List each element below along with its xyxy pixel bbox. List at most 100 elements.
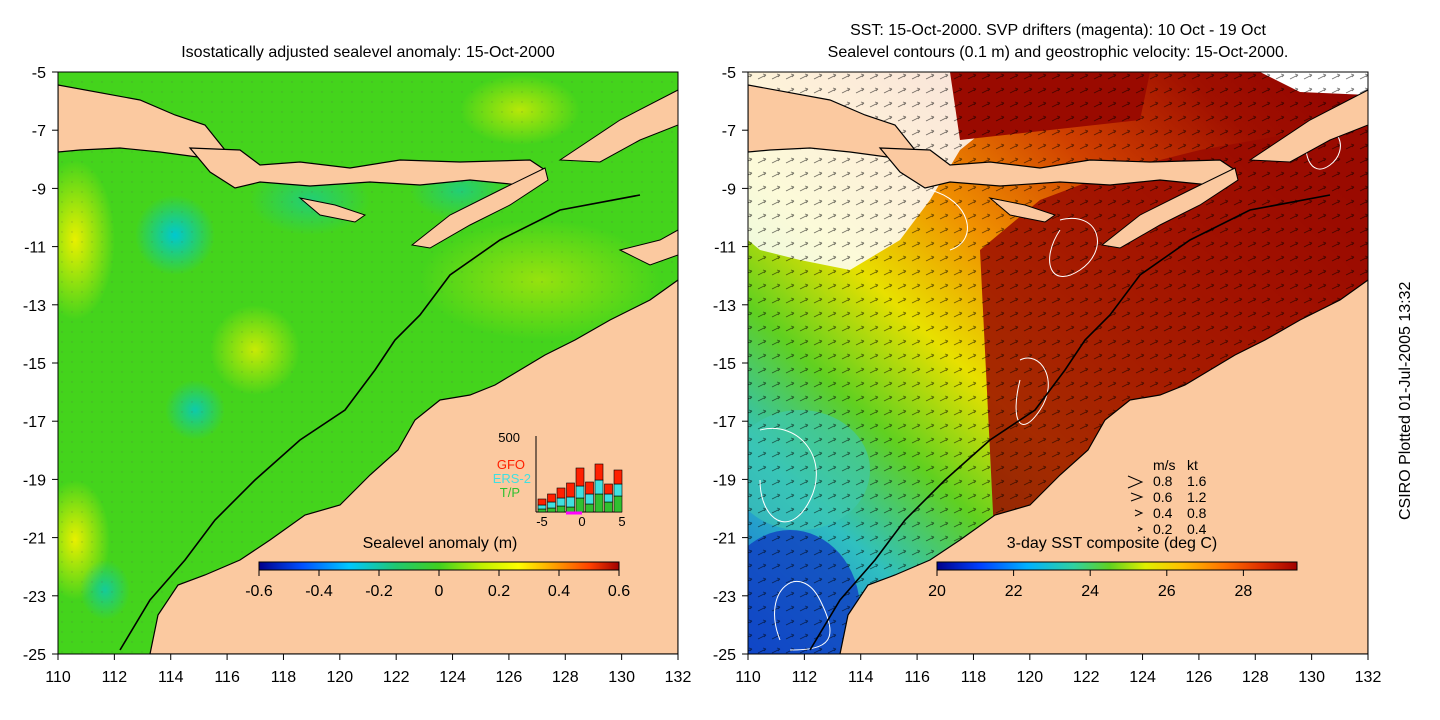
inset-bar-segment [547,493,556,503]
lon-label: 116 [214,669,240,686]
inset-bar-segment [556,487,566,499]
lat-label: -9 [722,181,736,198]
sealevel-contour [759,428,817,523]
lon-label: 128 [552,669,579,686]
legend-row-kt: 1.6 [1187,473,1207,489]
eastern-islands [1248,89,1368,163]
colorbar-tick-label: -0.2 [365,583,393,600]
sealevel-contour [774,581,831,651]
lon-label: 118 [961,669,987,686]
inset-bar-segment [556,505,566,513]
lat-label: -23 [713,589,736,606]
lat-label: -13 [713,298,736,315]
plot-credit: CSIRO Plotted 01-Jul-2005 13:32 [1397,282,1414,520]
lon-label: 118 [271,669,297,686]
inset-bar-segment [604,501,613,513]
legend-row-kt: 0.4 [1187,521,1207,537]
sealevel-contour [1049,217,1098,277]
left-colorbar-ticks: -0.6 -0.4 -0.2 0 0.2 0.4 0.6 [245,570,630,600]
lon-label: 110 [735,669,761,686]
legend-header-kt: kt [1187,457,1198,473]
lat-label: -19 [713,472,736,489]
lat-label: -7 [32,123,46,140]
lat-label: -15 [23,356,46,373]
lat-label: -23 [23,589,46,606]
sumba-island [298,197,367,223]
colorbar-tick-label: 0 [435,583,444,600]
legend-row-ms: 0.2 [1153,521,1173,537]
inset-bar-segment [547,507,556,513]
lat-label: -25 [23,647,46,664]
lon-label: 126 [496,669,523,686]
colorbar-tick-label: 0.6 [608,583,630,600]
lat-label: -17 [713,414,736,431]
inset-legend-gfo: GFO [497,457,525,472]
tanimbar-island [618,229,678,266]
inset-bar-segment [604,493,613,503]
legend-row-ms: 0.6 [1153,489,1173,505]
legend-row-kt: 1.2 [1187,489,1207,505]
inset-bar-segment [585,503,594,513]
inset-bar-segment [594,479,604,495]
colorbar-tick-label: 20 [928,583,946,600]
inset-bar-segment [537,498,547,506]
inset-bar-segment [556,497,566,507]
inset-bar-segment [566,496,575,508]
colorbar-tick-label: 0.4 [548,583,570,600]
timor-island [410,167,549,249]
right-colorbar-ticks: 20 22 24 26 28 [928,570,1252,600]
inset-bar-segment [537,508,547,513]
inset-bar-segment [575,467,585,487]
altimeter-inset: 500 GFO ERS-2 T/P -5 0 5 [493,430,626,529]
inset-bars [537,463,623,513]
inset-bar-segment [575,497,585,513]
lon-label: 124 [1129,669,1156,686]
inset-bar-segment [594,493,604,513]
lon-label: 110 [45,669,71,686]
inset-bar-segment [594,463,604,481]
inset-bar-segment [566,506,575,513]
inset-bar-segment [585,493,594,505]
colorbar-tick-label: -0.4 [305,583,333,600]
lat-label: -11 [714,240,736,257]
colorbar-tick-label: -0.6 [245,583,273,600]
lat-label: -11 [24,240,46,257]
left-colorbar-label: Sealevel anomaly (m) [363,535,518,552]
lon-label: 122 [383,669,410,686]
lat-label: -13 [23,298,46,315]
lon-label: 132 [665,669,692,686]
right-colorbar-strip [936,561,1298,571]
legend-header-ms: m/s [1153,457,1176,473]
inset-xtick-0: 0 [578,514,585,529]
lon-label: 130 [608,669,635,686]
lat-label: -21 [23,531,46,548]
left-map[interactable] [35,72,678,654]
inset-bar-segment [547,501,556,509]
lon-label: 112 [792,669,818,686]
colorbar-tick-label: 28 [1234,583,1252,600]
inset-ymax-label: 500 [498,430,520,445]
inset-bar-segment [613,483,623,497]
sealevel-contour [1015,357,1049,425]
legend-arrow-0.6 [1130,492,1144,502]
lon-label: 112 [102,669,128,686]
inset-legend-ers2: ERS-2 [493,471,531,486]
right-colorbar: 3-day SST composite (deg C) 20 22 24 26 28 [928,535,1298,600]
right-map[interactable] [720,72,1368,690]
colorbar-tick-label: 22 [1005,583,1023,600]
inset-bar-segment [585,481,594,495]
sumba-island [988,197,1057,223]
colorbar-tick-label: 26 [1158,583,1176,600]
inset-bar-segment [604,483,613,495]
legend-row-ms: 0.8 [1153,473,1173,489]
lat-label: -7 [722,123,736,140]
left-panel-title: Isostatically adjusted sealevel anomaly:… [181,44,555,61]
lon-label: 124 [439,669,466,686]
left-colorbar-strip [258,561,620,571]
colorbar-tick-label: 0.2 [488,583,510,600]
lon-label: 130 [1298,669,1325,686]
lon-label: 132 [1355,669,1382,686]
inset-xtick-5: 5 [618,514,625,529]
lon-label: 120 [1016,669,1043,686]
